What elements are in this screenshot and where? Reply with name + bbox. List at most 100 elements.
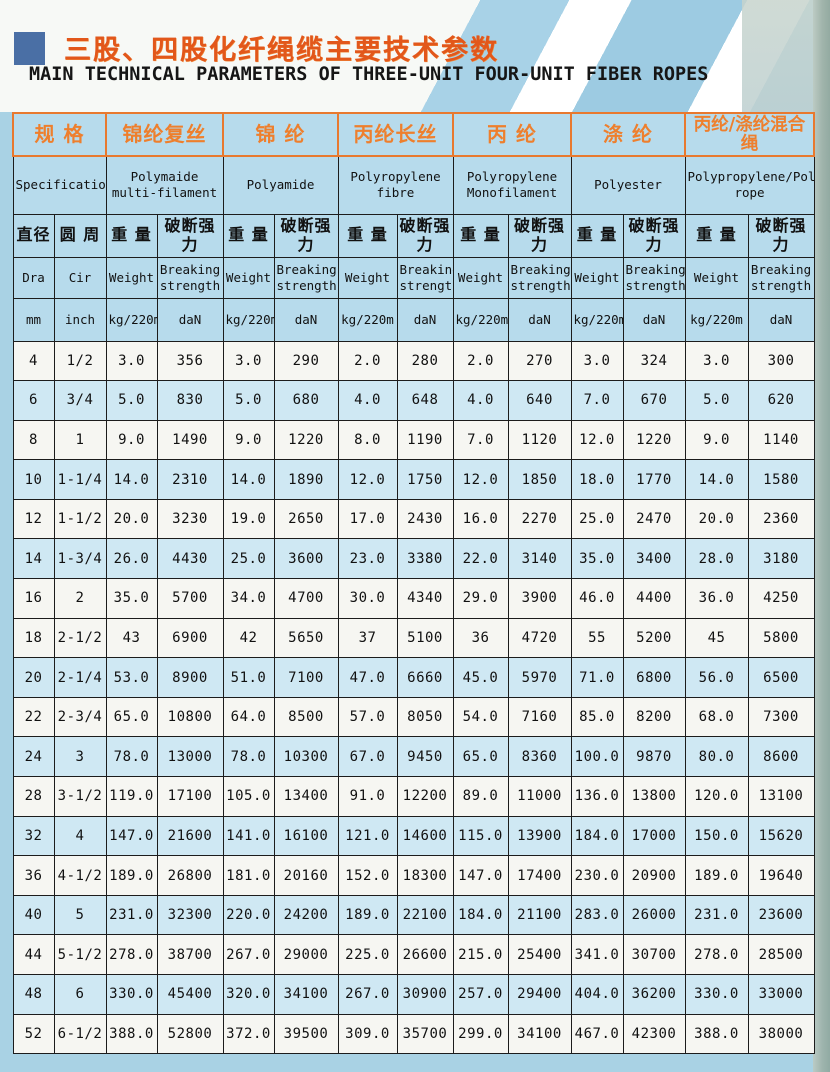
- cell-breaking-strength: 1890: [273, 459, 339, 500]
- cell-weight: 267.0: [222, 934, 275, 975]
- cell-circumference: 3/4: [53, 380, 107, 421]
- cell-circumference: 5: [53, 894, 107, 936]
- col-header-diameter-en: Dra: [12, 256, 55, 299]
- cell-weight: 64.0: [222, 696, 275, 738]
- table-row: 4 1/2 3.0 356 3.0 290 2.0 280 2.0 270 3.…: [12, 340, 815, 382]
- table-row: 20 2-1/4 53.0 8900 51.0 7100 47.0 6660 4…: [12, 657, 815, 698]
- cell-weight: 3.0: [105, 340, 158, 382]
- cell-breaking-strength: 280: [396, 340, 454, 382]
- col-header-breaking-cn: 破断强力: [747, 213, 815, 258]
- cell-weight: 14.0: [222, 459, 275, 500]
- cell-breaking-strength: 4250: [747, 578, 815, 619]
- title-bullet-square: [14, 32, 45, 65]
- cell-breaking-strength: 6800: [622, 657, 686, 698]
- cell-weight: 36.0: [684, 578, 749, 619]
- cell-weight: 119.0: [105, 776, 158, 817]
- cell-weight: 45.0: [452, 657, 509, 698]
- unit-breaking: daN: [273, 297, 339, 342]
- cell-weight: 85.0: [570, 696, 624, 738]
- group-header-polyamide-multifilament-en: Polymaide multi-filament: [105, 155, 224, 215]
- group-header-polyamide-cn: 锦 纶: [222, 112, 339, 157]
- cell-weight: 3.0: [570, 340, 624, 382]
- cell-weight: 309.0: [337, 1013, 398, 1055]
- cell-breaking-strength: 3140: [507, 538, 572, 580]
- cell-breaking-strength: 2360: [747, 498, 815, 540]
- cell-weight: 267.0: [337, 974, 398, 1015]
- cell-breaking-strength: 32300: [156, 894, 224, 936]
- cell-breaking-strength: 830: [156, 380, 224, 421]
- cell-weight: 16.0: [452, 498, 509, 540]
- cell-breaking-strength: 13400: [273, 776, 339, 817]
- group-header-spec-en: Specification: [12, 155, 107, 215]
- cell-weight: 17.0: [337, 498, 398, 540]
- cell-diameter: 36: [12, 855, 55, 896]
- cell-diameter: 14: [12, 538, 55, 580]
- cell-weight: 136.0: [570, 776, 624, 817]
- cell-breaking-strength: 13000: [156, 736, 224, 778]
- cell-diameter: 24: [12, 736, 55, 778]
- cell-weight: 12.0: [570, 419, 624, 461]
- cell-weight: 320.0: [222, 974, 275, 1015]
- cell-weight: 141.0: [222, 815, 275, 857]
- cell-weight: 2.0: [452, 340, 509, 382]
- cell-diameter: 28: [12, 776, 55, 817]
- cell-circumference: 4-1/2: [53, 855, 107, 896]
- cell-weight: 105.0: [222, 776, 275, 817]
- header-row-sub-cn: 直径 圆 周 重 量 破断强力 重 量 破断强力 重 量 破断强力 重 量 破断…: [12, 213, 815, 258]
- cell-breaking-strength: 17400: [507, 855, 572, 896]
- cell-weight: 91.0: [337, 776, 398, 817]
- cell-weight: 57.0: [337, 696, 398, 738]
- cell-breaking-strength: 270: [507, 340, 572, 382]
- cell-diameter: 52: [12, 1013, 55, 1055]
- cell-weight: 278.0: [105, 934, 158, 975]
- cell-breaking-strength: 670: [622, 380, 686, 421]
- cell-weight: 25.0: [222, 538, 275, 580]
- cell-weight: 7.0: [570, 380, 624, 421]
- col-header-weight-en: Weight: [105, 256, 158, 299]
- table-row: 22 2-3/4 65.0 10800 64.0 8500 57.0 8050 …: [12, 696, 815, 738]
- col-header-breaking-en: Breaking strength: [156, 256, 224, 299]
- cell-breaking-strength: 5650: [273, 617, 339, 659]
- cell-breaking-strength: 22100: [396, 894, 454, 936]
- cell-weight: 189.0: [337, 894, 398, 936]
- group-header-polypropylene-mono-cn: 丙 纶: [452, 112, 572, 157]
- cell-weight: 2.0: [337, 340, 398, 382]
- table-row: 24 3 78.0 13000 78.0 10300 67.0 9450 65.…: [12, 736, 815, 778]
- cell-breaking-strength: 8360: [507, 736, 572, 778]
- table-row: 48 6 330.0 45400 320.0 34100 267.0 30900…: [12, 974, 815, 1015]
- cell-weight: 20.0: [684, 498, 749, 540]
- cell-weight: 4.0: [337, 380, 398, 421]
- unit-weight: kg/220m: [684, 297, 749, 342]
- group-header-polyester-en: Polyester: [570, 155, 686, 215]
- cell-breaking-strength: 6660: [396, 657, 454, 698]
- cell-weight: 3.0: [684, 340, 749, 382]
- cell-breaking-strength: 3400: [622, 538, 686, 580]
- cell-breaking-strength: 3180: [747, 538, 815, 580]
- cell-breaking-strength: 2650: [273, 498, 339, 540]
- cell-circumference: 2-1/2: [53, 617, 107, 659]
- group-header-mixed-rope-en: Polypropylene/Polyester/Mixed rope: [684, 155, 815, 215]
- cell-breaking-strength: 29400: [507, 974, 572, 1015]
- cell-breaking-strength: 324: [622, 340, 686, 382]
- cell-breaking-strength: 6500: [747, 657, 815, 698]
- col-header-weight-en: Weight: [570, 256, 624, 299]
- col-header-breaking-en: Breaking strength: [622, 256, 686, 299]
- cell-breaking-strength: 7300: [747, 696, 815, 738]
- cell-weight: 53.0: [105, 657, 158, 698]
- cell-breaking-strength: 1850: [507, 459, 572, 500]
- banner-background: [0, 0, 830, 112]
- table-row: 8 1 9.0 1490 9.0 1220 8.0 1190 7.0 1120 …: [12, 419, 815, 461]
- cell-breaking-strength: 680: [273, 380, 339, 421]
- cell-breaking-strength: 21600: [156, 815, 224, 857]
- cell-breaking-strength: 13900: [507, 815, 572, 857]
- cell-weight: 181.0: [222, 855, 275, 896]
- unit-breaking: daN: [156, 297, 224, 342]
- table-row: 12 1-1/2 20.0 3230 19.0 2650 17.0 2430 1…: [12, 498, 815, 540]
- cell-breaking-strength: 36200: [622, 974, 686, 1015]
- cell-breaking-strength: 5800: [747, 617, 815, 659]
- cell-diameter: 12: [12, 498, 55, 540]
- cell-weight: 225.0: [337, 934, 398, 975]
- cell-weight: 9.0: [105, 419, 158, 461]
- cell-breaking-strength: 8600: [747, 736, 815, 778]
- cell-weight: 5.0: [222, 380, 275, 421]
